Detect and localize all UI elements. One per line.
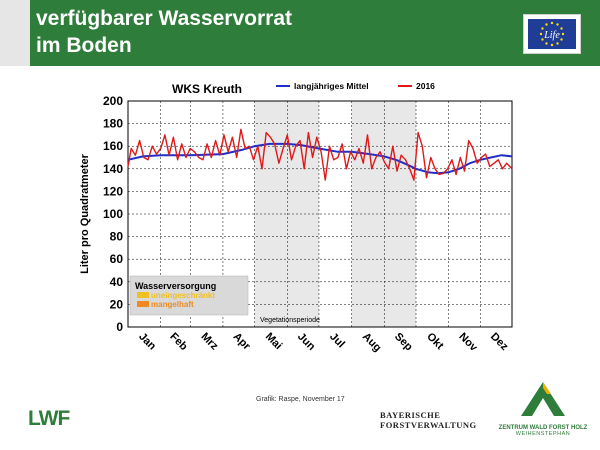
y-tick-label: 120	[103, 184, 123, 198]
bayern-logo-line2: FORSTVERWALTUNG	[380, 420, 477, 430]
eu-star-icon	[550, 43, 554, 47]
x-tick-label: Jun	[295, 331, 318, 354]
plot-frame	[127, 100, 513, 328]
y-tick-label: 140	[103, 162, 123, 176]
lwf-logo-text: LWF	[28, 407, 70, 428]
water-supply-inset: Wasserversorgunguneingeschränktmangelhaf…	[129, 275, 249, 316]
bayern-forstverwaltung-logo: BAYERISCHE FORSTVERWALTUNG	[380, 410, 480, 430]
mountain-highlight	[543, 382, 551, 394]
inset-title: Wasserversorgung	[135, 281, 216, 291]
inset-label: uneingeschränkt	[151, 291, 215, 300]
eu-star-icon	[550, 21, 554, 25]
eu-star-icon	[560, 27, 563, 30]
x-tick-label: Dez	[488, 331, 511, 354]
x-tick-label: Jan	[136, 331, 158, 353]
series-lines	[127, 128, 513, 181]
slide-title-line1: verfügbarer Wasservorrat	[36, 7, 292, 30]
y-tick-label: 80	[110, 230, 124, 244]
eu-life-text: Life	[543, 30, 560, 41]
eu-star-icon	[545, 23, 548, 26]
y-axis-label: Liter pro Quadratmeter	[79, 153, 91, 274]
y-tick-label: 160	[103, 139, 123, 153]
vegetation-bands	[254, 101, 416, 327]
slide-title: verfügbarer Wasservorrat im Boden	[36, 5, 496, 59]
x-tick-labels: Jan Feb Mrz Apr Mai Jun Jul Aug Sep Okt Nov Dez	[136, 331, 510, 355]
eu-star-icon	[560, 38, 563, 41]
eu-star-icon	[539, 32, 543, 36]
y-tick-label: 200	[103, 94, 123, 108]
series-line-2016	[127, 128, 513, 181]
x-tick-label: Apr	[231, 331, 253, 353]
zentrum-wald-logo: ZENTRUM WALD FORST HOLZ WEIHENSTEPHAN	[488, 378, 598, 437]
legend: langjähriges Mittel 2016	[276, 81, 435, 91]
chart-title: WKS Kreuth	[172, 82, 242, 96]
x-tick-label: Jul	[327, 331, 347, 351]
eu-life-logo: Life	[523, 14, 581, 54]
lwf-logo-graphic: LWF	[28, 407, 71, 430]
zentrum-logo-line2: WEIHENSTEPHAN	[515, 431, 571, 437]
mountain-icon	[521, 382, 565, 416]
legend-label: 2016	[416, 81, 435, 91]
vegetation-period-label: Vegetationsperiode	[260, 317, 320, 324]
y-tick-label: 180	[103, 117, 123, 131]
x-tick-label: Sep	[392, 331, 415, 354]
slide-header	[0, 0, 600, 66]
y-tick-label: 0	[116, 320, 123, 334]
x-tick-label: Feb	[167, 331, 190, 354]
eu-star-icon	[556, 42, 559, 45]
chart-credit: Grafik: Raspe, November 17	[256, 396, 345, 403]
eu-stars	[539, 21, 565, 47]
x-tick-label: Nov	[456, 331, 480, 355]
lwf-logo: LWF	[28, 406, 88, 433]
x-tick-label: Mrz	[198, 331, 220, 353]
x-tick-label: Mai	[263, 331, 284, 352]
zentrum-logo-line1: ZENTRUM WALD FORST HOLZ	[498, 425, 588, 431]
inset-swatch	[137, 301, 149, 307]
x-tick-label: Okt	[424, 331, 446, 353]
legend-label: langjähriges Mittel	[294, 81, 369, 91]
eu-flag-graphic: Life	[528, 19, 576, 49]
eu-star-icon	[541, 38, 544, 41]
y-tick-label: 60	[110, 252, 124, 266]
bayern-logo-line1: BAYERISCHE	[380, 410, 441, 420]
header-side-strip	[0, 0, 30, 66]
y-tick-label: 40	[110, 275, 124, 289]
y-tick-label: 20	[110, 297, 124, 311]
y-tick-label: 100	[103, 207, 123, 221]
mountain-shape	[521, 382, 565, 416]
inset-swatch	[137, 292, 149, 298]
y-tick-labels: 0 20 40 60 80 100 120 140 160 180 200	[103, 94, 123, 334]
eu-star-icon	[541, 27, 544, 30]
eu-star-icon	[556, 23, 559, 26]
inset-box	[129, 275, 249, 316]
inset-label: mangelhaft	[151, 300, 194, 309]
slide-title-line2: im Boden	[36, 34, 132, 57]
eu-star-icon	[561, 32, 565, 36]
eu-star-icon	[545, 42, 548, 45]
x-tick-label: Aug	[360, 331, 384, 355]
